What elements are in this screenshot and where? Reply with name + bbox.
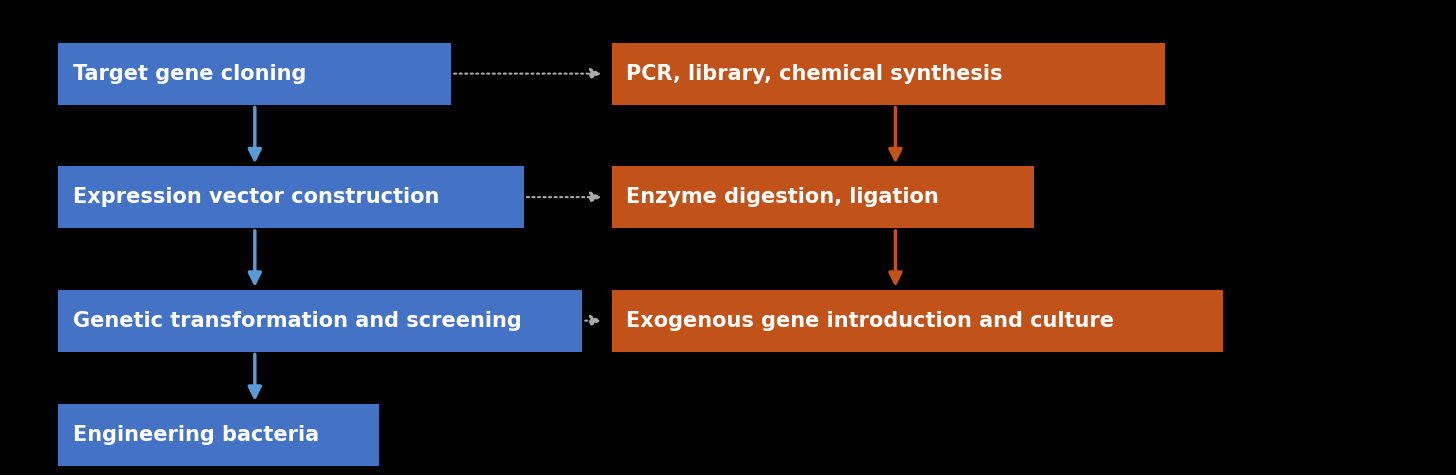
FancyBboxPatch shape — [58, 404, 379, 466]
Text: Exogenous gene introduction and culture: Exogenous gene introduction and culture — [626, 311, 1114, 331]
FancyBboxPatch shape — [612, 290, 1223, 352]
FancyBboxPatch shape — [612, 43, 1165, 104]
Text: Enzyme digestion, ligation: Enzyme digestion, ligation — [626, 187, 939, 207]
FancyBboxPatch shape — [612, 166, 1034, 228]
FancyBboxPatch shape — [58, 43, 451, 104]
Text: Engineering bacteria: Engineering bacteria — [73, 425, 319, 445]
Text: Genetic transformation and screening: Genetic transformation and screening — [73, 311, 521, 331]
FancyBboxPatch shape — [58, 290, 582, 352]
Text: PCR, library, chemical synthesis: PCR, library, chemical synthesis — [626, 64, 1003, 84]
Text: Target gene cloning: Target gene cloning — [73, 64, 306, 84]
FancyBboxPatch shape — [58, 166, 524, 228]
Text: Expression vector construction: Expression vector construction — [73, 187, 440, 207]
